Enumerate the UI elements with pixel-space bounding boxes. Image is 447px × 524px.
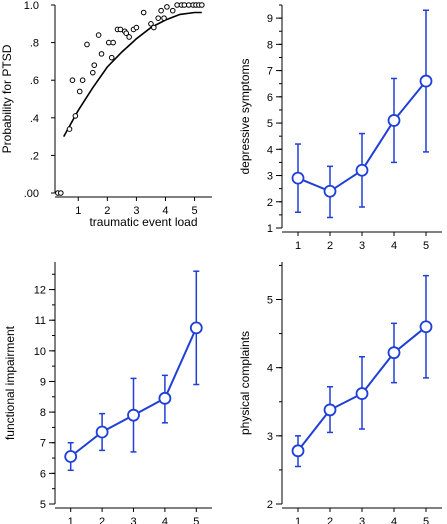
y-axis-label: functional impairment — [3, 325, 17, 440]
x-tick-label: 4 — [391, 240, 397, 252]
data-point — [140, 9, 147, 16]
x-tick-label: 3 — [130, 516, 136, 524]
y-tick-label: 9 — [40, 376, 46, 388]
y-tick-label: 5 — [40, 499, 46, 511]
y-tick-label: 7 — [267, 66, 273, 78]
data-point — [419, 320, 433, 334]
x-axis-label: traumatic event load — [89, 215, 197, 229]
x-tick-label: 2 — [327, 516, 333, 524]
data-point — [64, 450, 78, 463]
y-tick-label: 5 — [267, 294, 273, 306]
data-point — [323, 403, 337, 417]
data-point — [76, 88, 83, 95]
x-tick-label: 1 — [295, 516, 301, 524]
x-tick-label: 1 — [68, 516, 74, 524]
x-tick-label: 4 — [391, 516, 397, 524]
y-tick-label: 9 — [267, 13, 273, 25]
y-axis-label: physical complaints — [238, 331, 252, 435]
data-point — [291, 171, 305, 185]
data-point — [110, 39, 116, 46]
data-point — [133, 24, 140, 31]
y-tick-label: 2 — [267, 197, 273, 209]
data-point — [387, 346, 401, 360]
data-point — [199, 2, 205, 8]
y-tick-label: 4 — [267, 144, 273, 156]
y-tick-label: .6 — [30, 75, 39, 87]
y-tick-label: 11 — [35, 315, 46, 327]
y-tick-label: 1.0 — [24, 0, 39, 12]
fit-curve — [63, 11, 202, 137]
y-tick-label: .4 — [30, 113, 39, 125]
x-tick-label: 3 — [359, 240, 365, 252]
x-tick-label: 5 — [191, 205, 197, 217]
y-axis-label: Probability for PTSD — [0, 44, 14, 153]
data-point — [355, 387, 369, 400]
data-point — [189, 321, 203, 335]
x-tick-label: 5 — [423, 240, 429, 252]
panel-2: 1 2 3 4 5 6 7 8 9 1 2 3 4 5 depressive symptoms — [238, 4, 442, 252]
x-tick-label: 5 — [423, 516, 429, 524]
data-point — [98, 51, 105, 57]
data-point — [95, 425, 109, 439]
y-tick-label: 6 — [40, 468, 46, 480]
y-tick-label: 8 — [40, 407, 46, 419]
data-point — [95, 32, 102, 38]
x-tick-label: 2 — [99, 516, 105, 524]
x-tick-label: 3 — [133, 205, 139, 217]
y-tick-label: 2 — [267, 499, 273, 511]
data-point — [89, 69, 96, 76]
y-tick-label: .8 — [30, 38, 39, 50]
y-tick-label: 8 — [267, 39, 273, 51]
data-point — [387, 114, 401, 127]
x-tick-label: 4 — [162, 516, 168, 524]
data-point — [108, 54, 115, 61]
panel-4: 2 3 4 5 1 2 3 4 5 physical complaints — [238, 262, 442, 524]
data-point — [158, 391, 172, 405]
data-point — [58, 190, 64, 196]
x-tick-label: 1 — [295, 240, 301, 252]
data-point — [355, 163, 369, 177]
data-point — [72, 113, 79, 119]
data-point — [419, 74, 433, 88]
y-axis-label: depressive symptoms — [238, 58, 252, 174]
x-tick-label: 5 — [193, 516, 199, 524]
data-point — [155, 15, 162, 21]
y-tick-label: 7 — [40, 438, 46, 450]
x-tick-label: 2 — [327, 240, 333, 252]
y-tick-label: 3 — [267, 431, 273, 443]
y-tick-label: 4 — [267, 363, 273, 375]
data-point — [291, 444, 305, 458]
data-point — [161, 15, 167, 21]
y-tick-label: 10 — [34, 346, 46, 358]
y-tick-label: 5 — [267, 118, 273, 130]
data-point — [169, 7, 176, 14]
data-point — [151, 24, 157, 31]
data-point — [66, 126, 73, 132]
x-tick-label: 4 — [162, 205, 168, 217]
data-point — [69, 77, 76, 83]
x-tick-label: 1 — [75, 205, 81, 217]
y-tick-label: .2 — [30, 150, 39, 162]
data-point — [123, 30, 130, 37]
data-point — [84, 41, 90, 48]
data-point — [91, 62, 98, 68]
data-point — [323, 184, 337, 198]
y-tick-label: 3 — [267, 171, 273, 183]
x-tick-label: 3 — [359, 516, 365, 524]
y-tick-label: .00 — [24, 188, 39, 200]
data-point — [126, 34, 132, 40]
y-tick-label: 12 — [34, 285, 46, 297]
data-point — [127, 408, 140, 422]
x-tick-label: 2 — [104, 205, 110, 217]
y-tick-label: 6 — [267, 92, 273, 104]
data-point — [148, 21, 154, 27]
data-point — [158, 7, 164, 14]
y-tick-label: 1 — [267, 223, 273, 235]
data-point — [79, 77, 86, 83]
data-point — [164, 4, 170, 10]
